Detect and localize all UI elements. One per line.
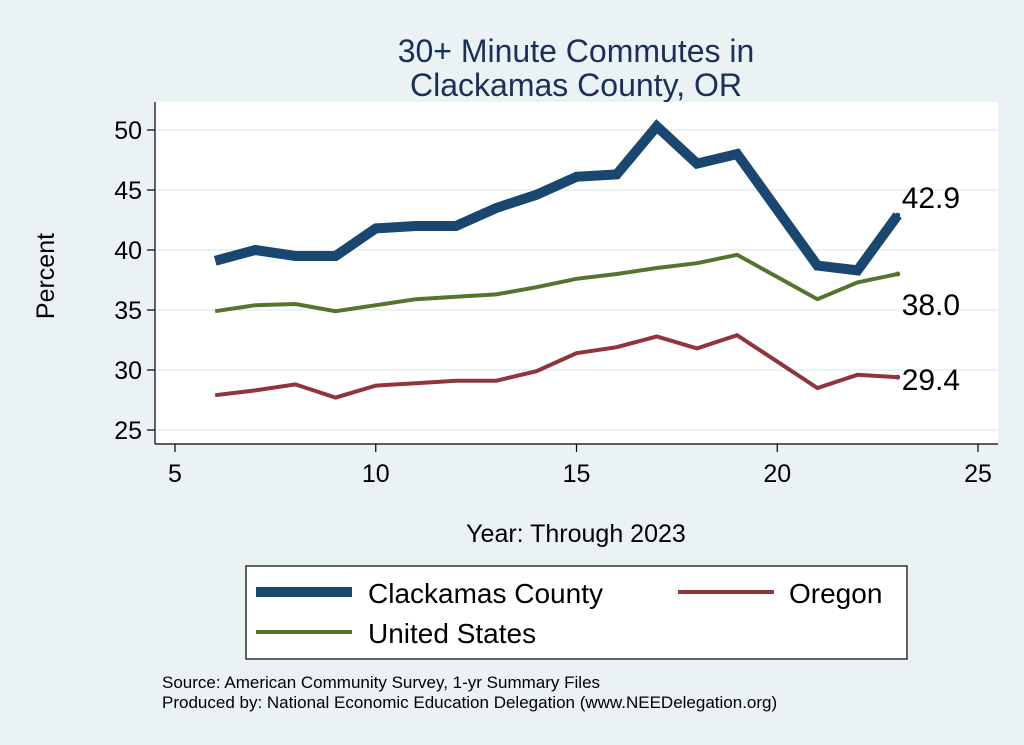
y-tick-label: 40: [114, 237, 142, 265]
x-tick-label: 25: [964, 460, 992, 488]
legend-label-united-states: United States: [368, 618, 536, 649]
y-tick-label: 50: [114, 117, 142, 145]
series-layer: [213, 119, 902, 400]
y-tick-label: 35: [114, 297, 142, 325]
series-end-point: [895, 374, 901, 380]
legend-box: [245, 565, 908, 660]
series-end-point: [895, 271, 901, 277]
series-line-united-states: [214, 252, 899, 314]
y-tick-label: 45: [114, 177, 142, 205]
grid-layer: [155, 129, 998, 431]
source-note: Source: American Community Survey, 1-yr …: [162, 673, 600, 692]
series-end-label: 38.0: [902, 289, 960, 322]
series-line-oregon: [214, 332, 898, 400]
chart-title-line-1: 30+ Minute Commutes in: [398, 33, 755, 69]
series-end-point: [895, 212, 901, 218]
legend: Clackamas County Oregon United States: [245, 565, 908, 660]
chart-title-line-2: Clackamas County, OR: [410, 67, 742, 103]
series-end-label: 29.4: [902, 364, 960, 397]
x-tick-label: 15: [563, 460, 591, 488]
plot-area: [155, 102, 998, 444]
end-label-layer: 42.9 29.4 38.0: [902, 182, 960, 397]
series-line-clackamas: [213, 119, 902, 276]
y-axis-title: Percent: [32, 233, 60, 319]
y-tick-label: 30: [114, 357, 142, 385]
x-axis-title: Year: Through 2023: [466, 520, 686, 548]
producer-note: Produced by: National Economic Education…: [162, 693, 777, 712]
y-tick-label: 25: [114, 417, 142, 445]
series-end-label: 42.9: [902, 182, 960, 215]
tick-layer: 25 30 35 40 45 50 5 10 15 20 25: [114, 117, 992, 488]
x-tick-label: 20: [763, 460, 791, 488]
x-tick-label: 10: [362, 460, 390, 488]
x-tick-label: 5: [168, 460, 182, 488]
legend-label-oregon: Oregon: [789, 578, 882, 609]
legend-label-clackamas: Clackamas County: [368, 578, 603, 609]
